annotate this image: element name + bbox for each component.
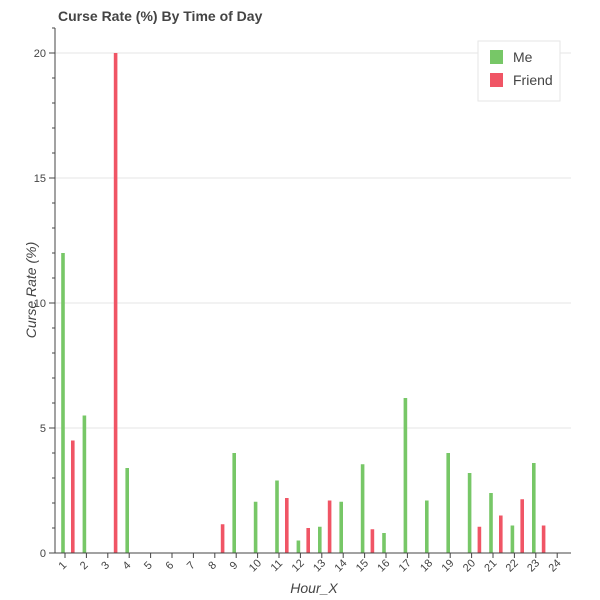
bar-me <box>446 453 450 553</box>
bar-friend <box>285 498 289 553</box>
y-tick-label: 0 <box>40 548 46 560</box>
legend-label-friend: Friend <box>513 72 553 88</box>
y-tick-label: 5 <box>40 423 46 435</box>
bar-me <box>467 473 472 553</box>
y-axis-label: Curse Rate (%) <box>23 242 39 338</box>
bar-friend <box>499 515 503 553</box>
legend-swatch-friend <box>490 73 503 87</box>
chart-title: Curse Rate (%) By Time of Day <box>58 8 263 24</box>
y-tick-label: 15 <box>34 173 46 185</box>
bar-me <box>275 480 279 553</box>
grid <box>55 52 571 429</box>
legend-swatch-me <box>490 50 503 64</box>
bar-me <box>82 415 87 553</box>
legend-label-me: Me <box>513 49 533 65</box>
bar-me <box>61 253 65 553</box>
bar-friend <box>113 53 118 553</box>
bar-me <box>125 468 129 553</box>
bar-friend <box>220 524 225 553</box>
bar-friend <box>327 500 332 553</box>
y-tick-label: 10 <box>34 298 46 310</box>
bar-me <box>296 540 301 553</box>
bar-friend <box>541 525 546 553</box>
bar-me <box>532 463 536 553</box>
legend: Me Friend <box>477 40 561 102</box>
bar-me <box>360 464 365 553</box>
bar-me <box>489 493 493 553</box>
bar-me <box>403 398 408 553</box>
bar-friend <box>306 528 310 553</box>
bar-friend <box>370 529 375 553</box>
y-tick-label: 20 <box>34 48 46 60</box>
bar-me <box>510 525 515 553</box>
bar-me <box>232 453 236 553</box>
bar-me <box>425 500 429 553</box>
bar-friend <box>477 526 482 553</box>
bar-me <box>382 533 386 553</box>
bars <box>61 53 546 553</box>
bar-friend <box>520 499 524 553</box>
bar-me <box>339 501 343 553</box>
bar-me <box>318 526 322 553</box>
bar-friend <box>71 440 75 553</box>
x-axis-label: Hour_X <box>290 580 338 596</box>
bar-me <box>253 501 258 553</box>
